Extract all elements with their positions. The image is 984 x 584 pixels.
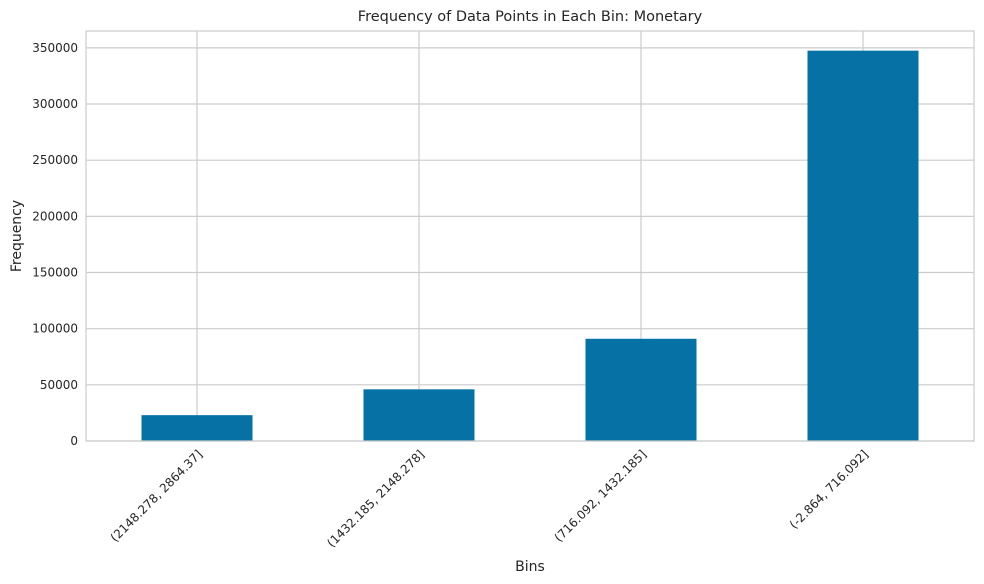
bar xyxy=(585,338,697,441)
y-tick-label: 250000 xyxy=(32,153,78,167)
bar xyxy=(141,415,253,441)
y-tick-label: 100000 xyxy=(32,322,78,336)
chart-title: Frequency of Data Points in Each Bin: Mo… xyxy=(358,9,703,25)
y-tick-labels: 0 50000 100000 150000 200000 250000 300000 3500… xyxy=(32,41,78,448)
x-tick-label: (-2.864, 716.092] xyxy=(787,447,871,531)
y-tick-label: 300000 xyxy=(32,97,78,111)
y-tick-label: 150000 xyxy=(32,266,78,280)
bar xyxy=(807,50,919,442)
y-axis-label: Frequency xyxy=(9,200,25,272)
bar xyxy=(363,389,475,441)
x-tick-label: (2148.278, 2864.37] xyxy=(108,447,205,544)
y-tick-label: 200000 xyxy=(32,209,78,223)
y-tick-label: 350000 xyxy=(32,41,78,55)
y-tick-label: 0 xyxy=(70,434,78,448)
x-axis-label: Bins xyxy=(515,559,545,575)
x-tick-label: (716.092, 1432.185] xyxy=(552,447,649,544)
bars xyxy=(141,50,919,442)
x-tick-label: (1432.185, 2148.278] xyxy=(324,447,427,550)
x-tick-labels: (2148.278, 2864.37] (1432.185, 2148.278] (… xyxy=(108,447,871,550)
plot-frame xyxy=(85,30,975,442)
y-tick-label: 50000 xyxy=(40,378,78,392)
